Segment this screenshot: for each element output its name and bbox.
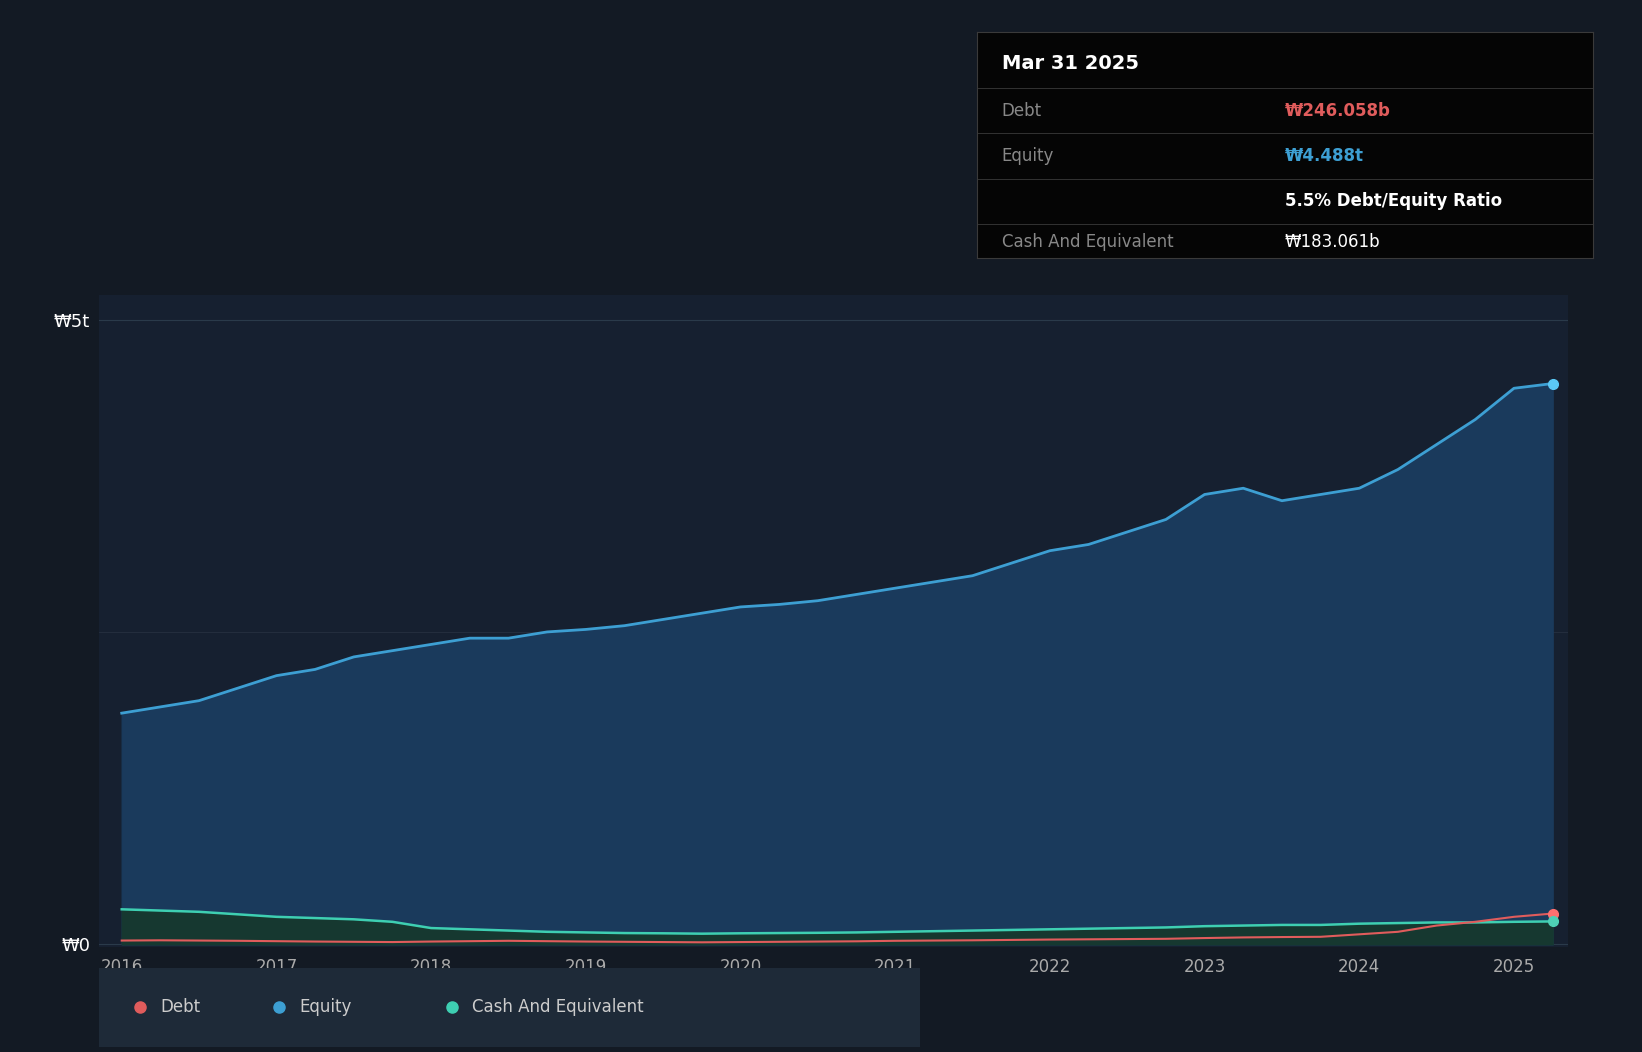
Text: ₩183.061b: ₩183.061b	[1286, 232, 1381, 251]
Text: Debt: Debt	[1002, 102, 1041, 120]
Text: Cash And Equivalent: Cash And Equivalent	[473, 998, 644, 1016]
Text: Equity: Equity	[1002, 147, 1054, 165]
Text: Mar 31 2025: Mar 31 2025	[1002, 54, 1138, 73]
Text: 5.5% Debt/Equity Ratio: 5.5% Debt/Equity Ratio	[1286, 193, 1502, 210]
Text: ₩4.488t: ₩4.488t	[1286, 147, 1365, 165]
Text: Cash And Equivalent: Cash And Equivalent	[1002, 232, 1174, 251]
Text: ₩246.058b: ₩246.058b	[1286, 102, 1391, 120]
Text: Debt: Debt	[161, 998, 200, 1016]
Text: Equity: Equity	[300, 998, 351, 1016]
